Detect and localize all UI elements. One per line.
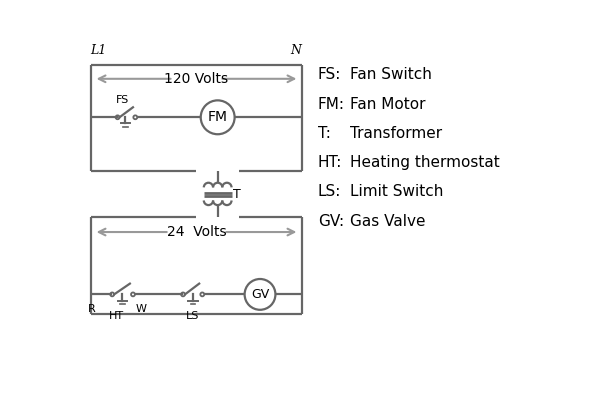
Text: GV:: GV: [318,214,344,229]
Text: HT:: HT: [318,155,342,170]
Text: FS: FS [116,95,129,105]
Text: N: N [290,44,301,57]
Text: GV: GV [251,288,269,301]
Text: R: R [88,304,96,314]
Text: FM:: FM: [318,97,345,112]
Text: Fan Switch: Fan Switch [350,68,432,82]
Text: LS:: LS: [318,184,341,200]
Text: FM: FM [208,110,228,124]
Text: Limit Switch: Limit Switch [350,184,444,200]
Text: W: W [135,304,146,314]
Text: 24  Volts: 24 Volts [167,225,227,239]
Text: HT: HT [109,311,124,321]
Text: Fan Motor: Fan Motor [350,97,425,112]
Text: 120 Volts: 120 Volts [165,72,228,86]
Text: Transformer: Transformer [350,126,442,141]
Text: Heating thermostat: Heating thermostat [350,155,500,170]
Text: FS:: FS: [318,68,341,82]
Text: L1: L1 [91,44,107,57]
Text: Gas Valve: Gas Valve [350,214,425,229]
Text: T:: T: [318,126,330,141]
Text: LS: LS [186,311,200,321]
Text: T: T [233,188,241,201]
